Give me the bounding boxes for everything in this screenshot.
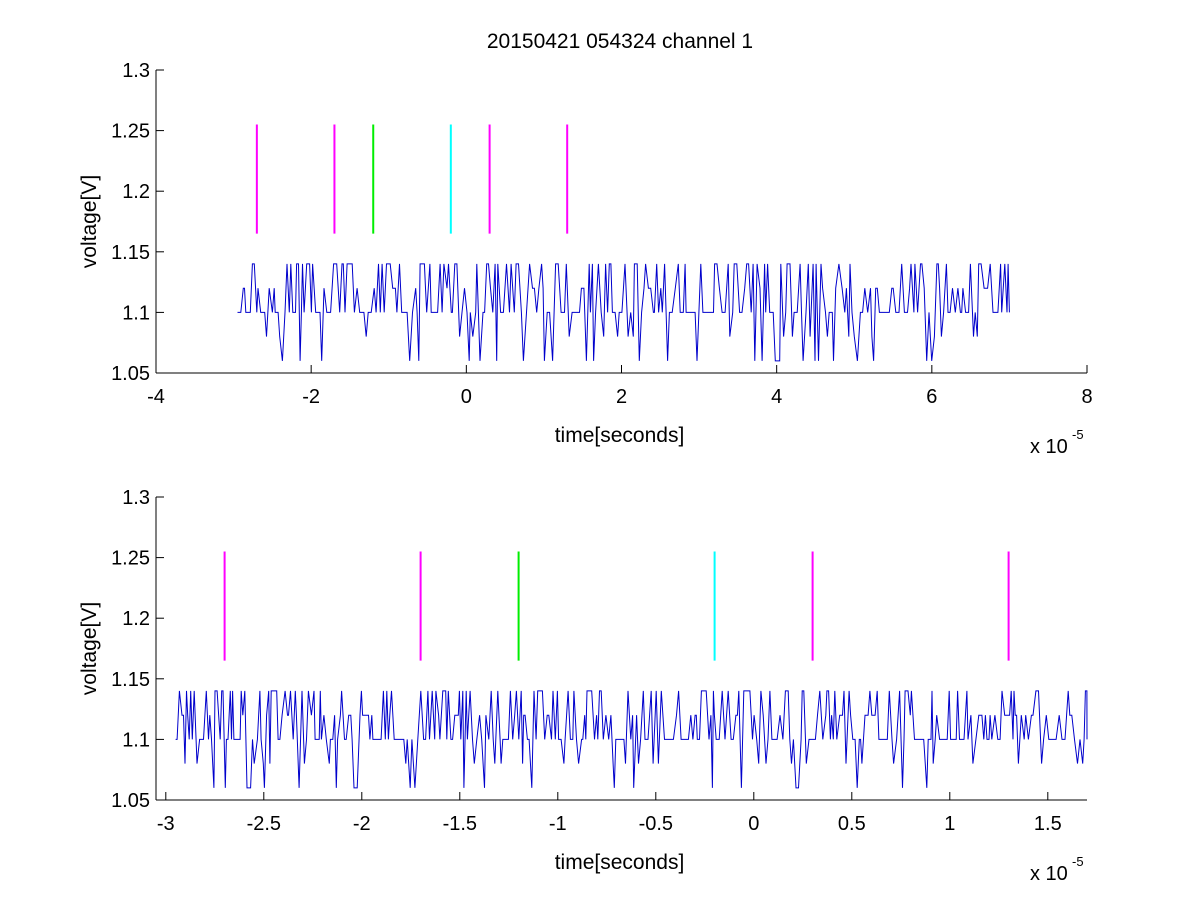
x-tick-label: -2 [353, 813, 371, 835]
y-tick-label: 1.15 [111, 242, 150, 264]
y-tick-label: 1.05 [111, 790, 150, 812]
x-multiplier: x 10 [1030, 863, 1068, 885]
x-tick-label: -2 [302, 386, 320, 408]
x-tick-label: -3 [157, 813, 175, 835]
x-tick-label: 0 [748, 813, 759, 835]
y-axis-label: voltage[V] [78, 175, 101, 268]
y-tick-label: 1.1 [122, 302, 150, 324]
x-tick-label: 1.5 [1034, 813, 1062, 835]
y-tick-label: 1.2 [122, 181, 150, 203]
x-tick-label: -1.5 [443, 813, 477, 835]
y-tick-label: 1.25 [111, 548, 150, 570]
x-axis-label: time[seconds] [555, 851, 685, 874]
x-multiplier-exponent: -5 [1072, 427, 1084, 442]
x-tick-label: -0.5 [639, 813, 673, 835]
y-tick-label: 1.2 [122, 608, 150, 630]
y-tick-label: 1.1 [122, 729, 150, 751]
x-tick-label: 0.5 [838, 813, 866, 835]
y-tick-label: 1.25 [111, 121, 150, 143]
x-multiplier-exponent: -5 [1072, 854, 1084, 869]
x-tick-label: -2.5 [247, 813, 281, 835]
x-axis-label: time[seconds] [555, 424, 685, 447]
y-axis-label: voltage[V] [78, 602, 101, 695]
x-tick-label: 2 [616, 386, 627, 408]
x-tick-label: 6 [926, 386, 937, 408]
plot-1: -4 -2 0 2 4 6 8 1.05 1.1 1.15 1.2 1.25 1.3 time[secon… [78, 60, 1093, 458]
y-tick-label: 1.15 [111, 669, 150, 691]
x-multiplier: x 10 [1030, 436, 1068, 458]
x-tick-label: -4 [147, 386, 165, 408]
x-tick-label: 1 [944, 813, 955, 835]
plots-container: -4 -2 0 2 4 6 8 1.05 1.1 1.15 1.2 1.25 1.3 time[secon… [78, 60, 1093, 885]
x-tick-label: 0 [461, 386, 472, 408]
x-tick-label: 4 [771, 386, 782, 408]
x-tick-label: -1 [549, 813, 567, 835]
y-tick-label: 1.3 [122, 60, 150, 82]
plot-2: -3 -2.5 -2 -1.5 -1 -0.5 0 0.5 1 1.5 1.05 1.1 1.15 1.2… [78, 487, 1088, 885]
y-tick-label: 1.05 [111, 363, 150, 385]
figure-title: 20150421 054324 channel 1 [487, 30, 753, 53]
voltage-trace [175, 690, 1088, 789]
x-tick-label: 8 [1081, 386, 1092, 408]
y-tick-label: 1.3 [122, 487, 150, 509]
voltage-trace [237, 263, 1010, 362]
